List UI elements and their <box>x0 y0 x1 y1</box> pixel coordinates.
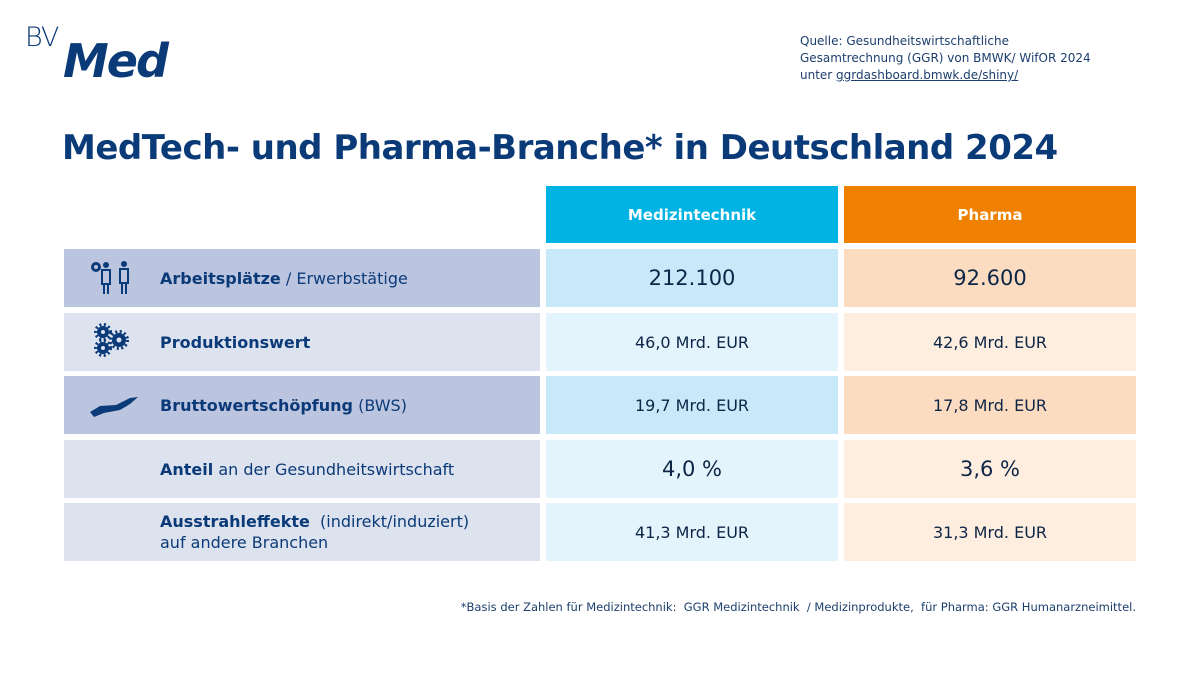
hand-icon <box>90 397 138 417</box>
source-line-2: Gesamtrechnung (GGR) von BMWK/ WifOR 202… <box>800 51 1091 65</box>
row-label-bold: Ausstrahleffekte <box>160 512 310 531</box>
footnote: *Basis der Zahlen für Medizintechnik: GG… <box>460 600 1136 614</box>
row-label-rest: (indirekt/induziert) <box>309 512 470 531</box>
medtech-value: 212.100 <box>546 249 838 307</box>
medtech-value: 4,0 % <box>546 440 838 498</box>
row-label-bold: Bruttowertschöpfung <box>160 395 353 415</box>
pharma-value: 3,6 % <box>844 440 1136 498</box>
logo-bv: BV <box>25 22 59 53</box>
row-label-bold: Anteil <box>160 459 214 479</box>
row-label-rest: an der Gesundheitswirtschaft <box>213 459 455 479</box>
pharma-value: 42,6 Mrd. EUR <box>844 313 1136 371</box>
logo-med: Med <box>63 34 169 88</box>
workers-gear-icon <box>91 261 129 294</box>
row-label: Produktionswert <box>64 313 540 371</box>
row-label: Bruttowertschöpfung (BWS) <box>64 376 540 434</box>
row-label: Arbeitsplätze / Erwerbstätige <box>64 249 540 307</box>
source-link[interactable]: ggrdashboard.bmwk.de/shiny/ <box>836 68 1019 82</box>
source-prefix: unter <box>800 68 837 82</box>
row-label-rest: / Erwerbstätige <box>280 268 408 288</box>
source-note: Quelle: Gesundheitswirtschaftliche Gesam… <box>800 33 1091 84</box>
row-label: Anteil an der Gesundheitswirtschaft <box>64 440 540 498</box>
medtech-value: 41,3 Mrd. EUR <box>546 503 838 561</box>
row-label: Ausstrahleffekte (indirekt/induziert) auf… <box>64 503 540 561</box>
pharma-value: 17,8 Mrd. EUR <box>844 376 1136 434</box>
medtech-value: 19,7 Mrd. EUR <box>546 376 838 434</box>
page-title: MedTech- und Pharma-Branche* in Deutschl… <box>62 128 1058 168</box>
pharma-value: 92.600 <box>844 249 1136 307</box>
row-label-rest: (BWS) <box>352 395 407 415</box>
gears-icon <box>94 323 129 357</box>
column-header-pharma: Pharma <box>844 186 1136 243</box>
row-label-line2: auf andere Branchen <box>160 533 329 552</box>
source-line-1: Quelle: Gesundheitswirtschaftliche <box>800 34 1009 48</box>
row-label-bold: Produktionswert <box>160 332 311 352</box>
row-label-bold: Arbeitsplätze <box>160 268 281 288</box>
column-header-medtech: Medizintechnik <box>546 186 838 243</box>
medtech-value: 46,0 Mrd. EUR <box>546 313 838 371</box>
pharma-value: 31,3 Mrd. EUR <box>844 503 1136 561</box>
